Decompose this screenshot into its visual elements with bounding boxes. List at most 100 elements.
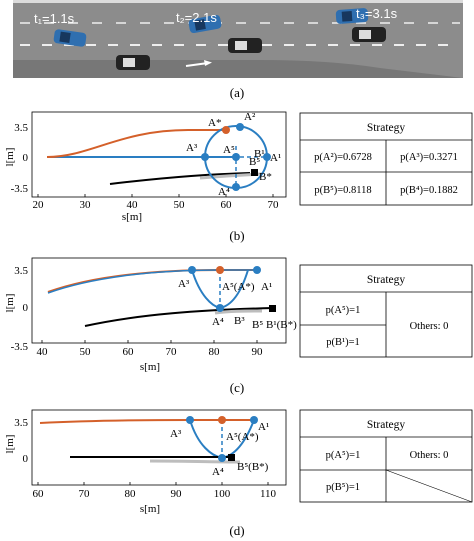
- x-tick-label: 90: [252, 346, 264, 358]
- y-tick-label: 3.5: [14, 122, 28, 134]
- x-tick-label: 110: [260, 488, 277, 500]
- strategy-cell: Others: 0: [410, 321, 449, 332]
- point-a1: [253, 266, 261, 274]
- point-a3: [186, 416, 194, 424]
- point-a3: [201, 153, 209, 161]
- x-axis-label: s[m]: [122, 211, 142, 223]
- ego-path: [39, 419, 254, 424]
- axes-frame: [31, 111, 287, 198]
- strategy-table-c: Strategy p(A⁵)=1 p(B¹)=1 Others: 0: [299, 264, 473, 358]
- time-label-1: t₁=1.1s: [34, 11, 75, 26]
- caption-b: (b): [229, 228, 244, 243]
- y-tick-label: -3.5: [11, 183, 29, 195]
- ego-path: [46, 129, 226, 158]
- label-b1-b-star: B¹(B*): [266, 319, 297, 331]
- x-tick-label: 80: [209, 346, 221, 358]
- label-b5: B⁵: [249, 156, 260, 168]
- x-tick-label: 40: [127, 199, 139, 211]
- label-a1: A¹: [258, 421, 269, 433]
- x-ticks: [37, 482, 269, 485]
- label-a4: A⁴: [212, 466, 224, 478]
- other-car-t1: [116, 55, 150, 70]
- label-b5-b-star: B⁵(B*): [237, 461, 269, 473]
- label-a3: A³: [186, 142, 198, 154]
- other-car-t3: [352, 27, 386, 42]
- label-a4: A⁴: [212, 316, 224, 328]
- x-tick-label: 70: [79, 488, 91, 500]
- strategy-cell: Others: 0: [410, 450, 449, 461]
- label-a1: A¹: [261, 281, 272, 293]
- point-a2: [236, 123, 244, 131]
- y-axis-label: l[m]: [4, 294, 16, 313]
- road-arrow: [185, 62, 209, 67]
- label-a1: A¹: [270, 152, 281, 164]
- caption-c: (c): [230, 380, 244, 395]
- x-axis-label: s[m]: [140, 361, 160, 373]
- point-a1: [263, 153, 271, 161]
- x-ticks: [41, 340, 258, 343]
- point-a3: [188, 266, 196, 274]
- label-b1: B¹: [254, 148, 265, 160]
- strategy-title: Strategy: [367, 419, 406, 431]
- point-a-star: [222, 126, 230, 134]
- y-tick-label: 3.5: [14, 417, 28, 429]
- y-tick-label: 0: [23, 152, 29, 164]
- caption-a: (a): [230, 85, 244, 100]
- axes-frame: [31, 409, 287, 486]
- strategy-cell: p(B⁵)=1: [326, 482, 360, 493]
- time-label-3: t₃=3.1s: [356, 6, 398, 21]
- point-b-star: [251, 169, 258, 176]
- point-b-star: [269, 305, 276, 312]
- x-tick-label: 60: [221, 199, 233, 211]
- strategy-title: Strategy: [367, 274, 406, 286]
- other-car-t2: [228, 38, 262, 53]
- x-tick-label: 70: [166, 346, 178, 358]
- y-tick-label: 0: [23, 302, 29, 314]
- point-a4: [232, 183, 240, 191]
- strategy-cell: p(B⁵)=0.8118: [314, 185, 371, 196]
- time-label-2: t₂=2.1s: [176, 10, 217, 25]
- ego-car-t3: [335, 8, 369, 24]
- label-b5: B⁵: [252, 319, 263, 331]
- label-a3: A³: [170, 428, 182, 440]
- y-tick-label: 3.5: [14, 265, 28, 277]
- gray-path: [149, 459, 241, 464]
- strategy-table-b: Strategy p(A²)=0.6728 p(A³)=0.3271 p(B⁵)…: [299, 112, 473, 206]
- road-top-edge: [13, 0, 463, 3]
- label-a5-a-star: A⁵(A*): [222, 281, 255, 293]
- x-tick-label: 100: [214, 488, 231, 500]
- strategy-cell: p(A²)=0.6728: [314, 152, 372, 163]
- x-tick-label: 70: [268, 199, 280, 211]
- label-b3: B³: [234, 315, 245, 327]
- strategy-title: Strategy: [367, 122, 406, 134]
- label-a5-a-star: A⁵(A*): [226, 431, 259, 443]
- label-b-star: B*: [259, 171, 272, 183]
- strategy-cell: p(A⁵)=1: [326, 450, 361, 461]
- point-a1: [250, 416, 258, 424]
- label-a3: A³: [178, 278, 190, 290]
- x-tick-label: 20: [33, 199, 45, 211]
- caption-d: (d): [229, 523, 244, 538]
- point-a5: [218, 416, 226, 424]
- y-tick-label: -3.5: [11, 341, 29, 353]
- panel-d-plot: 60 70 80 90 100 110 3.5 0 s[m] l[m] A³ A…: [4, 409, 287, 515]
- x-tick-label: 80: [125, 488, 137, 500]
- black-path: [109, 172, 251, 185]
- gray-path: [214, 309, 263, 315]
- panel-b-plot: 20 30 40 50 60 70 3.5 0 -3.5 s[m] l[m] A…: [4, 111, 287, 223]
- y-axis-label: l[m]: [4, 435, 16, 454]
- x-tick-label: 40: [37, 346, 49, 358]
- point-a5: [232, 153, 240, 161]
- x-tick-label: 30: [80, 199, 92, 211]
- x-axis-label: s[m]: [140, 503, 160, 515]
- point-a5: [216, 266, 224, 274]
- empty-cell-diagonal: [385, 469, 473, 503]
- x-tick-label: 60: [33, 488, 45, 500]
- x-tick-label: 60: [123, 346, 135, 358]
- panel-a-road-image: t₁=1.1s t₂=2.1s t₃=3.1s: [13, 0, 463, 78]
- point-a4: [218, 454, 226, 462]
- strategy-table-d: Strategy p(A⁵)=1 Others: 0 p(B⁵)=1: [299, 409, 473, 503]
- x-tick-label: 50: [174, 199, 186, 211]
- point-a4: [216, 304, 224, 312]
